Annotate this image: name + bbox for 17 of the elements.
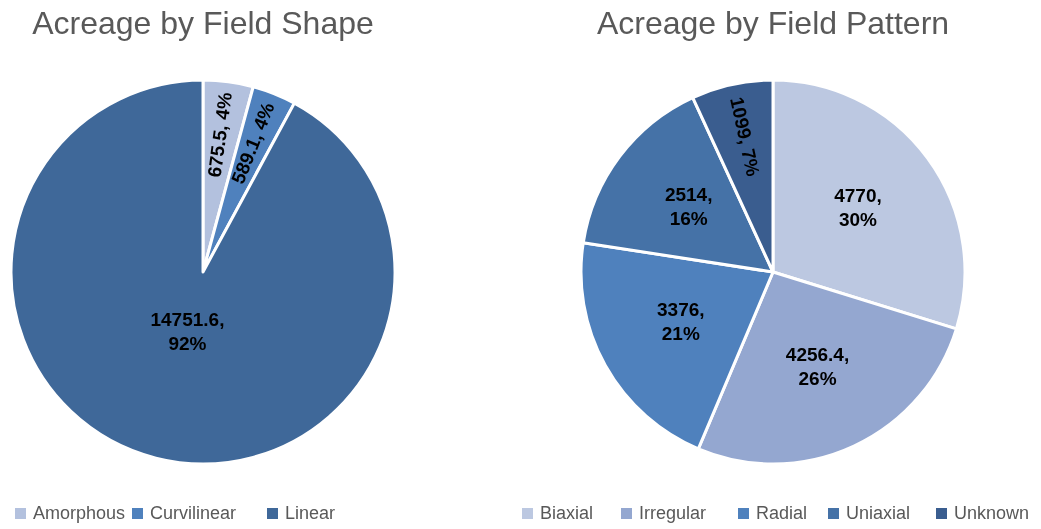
data-label: 14751.6, 92% [150,309,225,355]
legend-label: Amorphous [33,503,126,523]
data-label: 2514, 16% [664,184,713,230]
data-label: 4256.4, 26% [785,343,850,389]
pie-slice [9,78,397,466]
legend-label: Uniaxial [846,503,911,523]
legend-label: Radial [756,503,808,523]
legend-label: Biaxial [540,503,594,523]
legend-label: Irregular [639,503,707,523]
legend-label: Linear [285,503,336,523]
legend-label: Curvilinear [150,503,237,523]
data-label: 3376, 21% [657,299,705,345]
legend-label: Unknown [954,503,1030,523]
data-label: 1099, 7% [726,95,764,179]
chart-title: Acreage by Field Shape [32,5,374,41]
data-label: 4770, 30% [834,185,882,231]
chart-title: Acreage by Field Pattern [596,5,950,41]
